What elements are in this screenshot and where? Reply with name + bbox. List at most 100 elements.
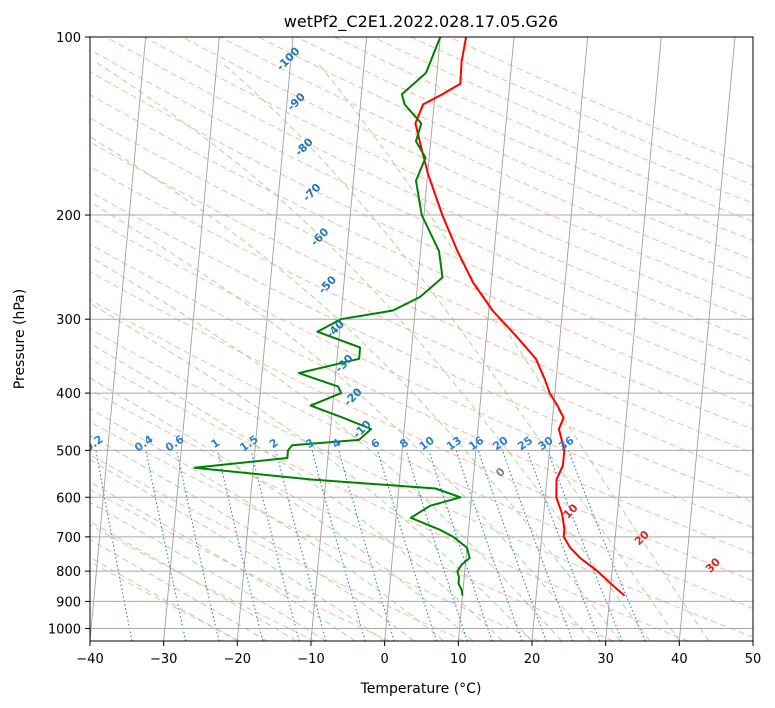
dry-adiabat-line xyxy=(90,421,539,641)
theta-label: -20 xyxy=(341,385,364,408)
moist-adiabat-line xyxy=(90,136,621,641)
dry-adiabat-line xyxy=(90,524,315,641)
theta-label: -100 xyxy=(274,44,303,73)
x-tick-label: 40 xyxy=(671,652,688,667)
isotherm-line xyxy=(531,37,589,641)
x-axis-ticks: −40 −30 −20 −10 0 10 20 30 40 50 xyxy=(76,641,761,667)
x-tick-label: −40 xyxy=(76,652,103,667)
mixing-ratio-line xyxy=(455,450,523,641)
isotherm-line xyxy=(90,37,147,641)
x-tick-label: 30 xyxy=(597,652,614,667)
moist-adiabat-line xyxy=(90,407,444,641)
isotherm-line xyxy=(678,37,736,641)
mixing-ratio-line xyxy=(547,450,623,641)
dry-adiabat-line xyxy=(90,71,753,385)
dry-adiabat-line xyxy=(181,37,753,300)
theta-label: -40 xyxy=(324,317,347,340)
dry-adiabat-line xyxy=(296,37,753,242)
dry-adiabat-line xyxy=(90,216,753,529)
dry-adiabat-line xyxy=(90,561,241,641)
mixing-ratio-label: 0.2 xyxy=(82,433,105,455)
x-tick-label: 20 xyxy=(524,652,541,667)
x-tick-label: −10 xyxy=(297,652,324,667)
moist-adiabat-line xyxy=(90,434,415,641)
dry-adiabat-line xyxy=(90,141,753,454)
mixing-ratio-line xyxy=(311,450,366,641)
isotherm-line xyxy=(605,37,662,641)
theta-label: -80 xyxy=(293,135,316,158)
moist-adiabat-line xyxy=(90,342,503,641)
plot-frame xyxy=(89,36,754,642)
y-tick-label: 800 xyxy=(56,565,81,580)
moist-adiabat-line xyxy=(90,521,297,641)
dry-adiabat-line xyxy=(90,117,753,430)
dry-adiabats xyxy=(90,37,753,641)
y-tick-label: 400 xyxy=(56,387,81,402)
mixing-ratio-label: 4 xyxy=(330,436,344,451)
mixing-ratio-line xyxy=(145,450,187,641)
mixing-ratio-line xyxy=(477,450,547,641)
mixing-ratio-line xyxy=(428,450,493,641)
mixing-ratio-line xyxy=(377,450,437,641)
dry-adiabat-line xyxy=(90,191,753,503)
moist-adiabat-line xyxy=(90,256,562,641)
dry-adiabat-line xyxy=(90,358,689,641)
sounding-series xyxy=(193,37,626,597)
y-tick-label: 1000 xyxy=(48,622,81,637)
x-tick-label: 50 xyxy=(745,652,762,667)
moist-adiabat-line xyxy=(94,61,651,641)
x-tick-label: −20 xyxy=(224,652,251,667)
moist-adiabat-line xyxy=(316,61,710,641)
dry-adiabat-line xyxy=(334,37,753,223)
mixing-ratio-label: 1.5 xyxy=(237,433,260,455)
dry-adiabat-line xyxy=(219,37,753,280)
moist-adiabat-line xyxy=(90,459,385,641)
y-tick-label: 300 xyxy=(56,313,81,328)
dry-adiabat-line xyxy=(90,454,465,641)
mixing-ratio-label: 2 xyxy=(267,436,281,451)
y-tick-label: 500 xyxy=(56,444,81,459)
isotherm-line xyxy=(752,636,753,641)
dry-adiabat-line xyxy=(90,271,753,582)
dry-adiabat-line xyxy=(410,37,753,186)
mixing-ratio-line xyxy=(567,450,646,641)
mixing-ratio-label: 8 xyxy=(397,436,411,451)
mixing-ratio-line xyxy=(526,450,601,641)
moist-label: 0 xyxy=(493,465,508,480)
mixing-ratio-label: 1 xyxy=(208,436,222,451)
dry-adiabat-line xyxy=(90,49,753,363)
isotherm-line xyxy=(457,37,515,641)
theta-label: -50 xyxy=(316,273,339,296)
dry-adiabat-line xyxy=(90,243,753,555)
dry-adiabat-line xyxy=(105,37,753,342)
mixing-ratio-line xyxy=(250,450,300,641)
dry-adiabat-line xyxy=(90,165,753,478)
moist-adiabat-line xyxy=(90,302,533,641)
y-tick-label: 600 xyxy=(56,491,81,506)
y-tick-label: 900 xyxy=(56,595,81,610)
plot-area: 0.1 0.2 0.4 0.6 1 1.5 2 3 4 6 8 10 13 16 20 25 30 36-100-… xyxy=(82,37,753,641)
x-tick-label: −30 xyxy=(150,652,177,667)
x-axis-title: Temperature (°C) xyxy=(360,681,482,697)
isobars xyxy=(90,37,753,629)
y-tick-label: 700 xyxy=(56,531,81,546)
dry-adiabat-line xyxy=(90,389,614,641)
x-tick-label: 10 xyxy=(450,652,467,667)
chart-title: wetPf2_C2E1.2022.028.17.05.G26 xyxy=(284,12,558,32)
mixing-ratio-line xyxy=(405,450,469,641)
dry-adiabat-line xyxy=(90,94,753,408)
mixing-ratio-line xyxy=(176,450,220,641)
moist-adiabat-line xyxy=(90,377,474,641)
x-tick-label: 0 xyxy=(381,652,389,667)
moist-label: 20 xyxy=(632,528,652,548)
moist-adiabat-line xyxy=(90,539,268,641)
dewpoint-line xyxy=(193,37,471,596)
temperature-line xyxy=(414,37,626,597)
y-tick-label: 200 xyxy=(56,209,81,224)
isotherm-line xyxy=(236,37,294,641)
moist-adiabat-line xyxy=(90,501,326,641)
mixing-ratio-line xyxy=(275,450,327,641)
isotherm-line xyxy=(163,37,220,641)
dry-adiabat-line xyxy=(90,299,753,610)
